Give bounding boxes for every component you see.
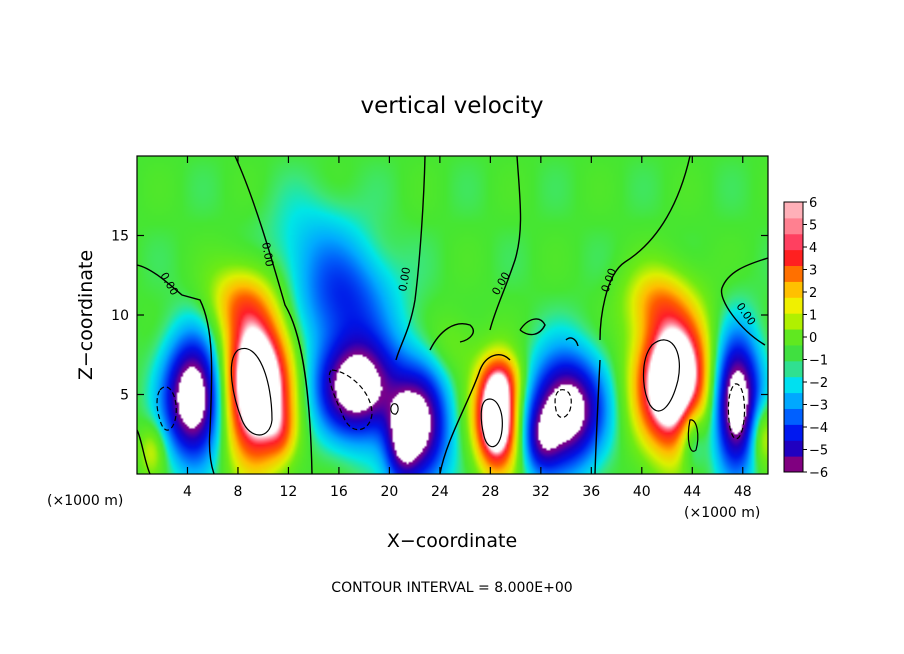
chart-title: vertical velocity (361, 93, 544, 119)
colorbar-label: −4 (809, 421, 828, 436)
x-tick-label: 32 (532, 484, 550, 500)
y-axis: 5 10 15 (111, 229, 768, 404)
colorbar-swatch (784, 329, 803, 346)
contour-labels: 0.00 0.00 0.00 0.00 0.00 0.00 (157, 241, 758, 328)
x-tick-label: 36 (582, 484, 600, 500)
contour-label: 0.00 (259, 241, 276, 267)
downdraft-contour (390, 403, 399, 415)
colorbar-label: 5 (809, 219, 817, 234)
updraft-contour (642, 339, 680, 412)
x-tick-label: 8 (233, 484, 242, 500)
colorbar-label: −3 (809, 399, 828, 414)
colorbar-swatch (784, 424, 803, 441)
zero-contour-line (720, 257, 768, 346)
downdraft-contour (156, 386, 177, 431)
x-axis: 4 8 12 16 20 24 28 32 36 40 44 48 (183, 156, 752, 500)
colorbar-swatch (784, 456, 803, 473)
x-axis-label: X−coordinate (387, 530, 517, 552)
colorbar-swatch (784, 408, 803, 425)
zero-contour-line (565, 337, 579, 347)
colorbar-swatch (784, 440, 803, 457)
zero-contour-line (439, 354, 511, 474)
colorbar-label: 3 (809, 264, 817, 279)
x-tick-label: 24 (431, 484, 449, 500)
colorbar-label: −2 (809, 376, 828, 391)
zero-contour-line (234, 156, 313, 474)
colorbar-label: −1 (809, 354, 828, 369)
x-tick-label: 40 (633, 484, 651, 500)
colorbar-swatch (784, 344, 803, 362)
zero-contour-line (137, 264, 215, 474)
colorbar-label: 6 (809, 196, 817, 211)
colorbar-label: 0 (809, 331, 817, 346)
contour-lines (137, 156, 768, 474)
colorbar-swatch (784, 313, 803, 330)
x-tick-label: 12 (280, 484, 298, 500)
zero-contour-line (137, 429, 151, 474)
y-tick-label: 15 (111, 229, 129, 245)
zero-contour-line (519, 318, 546, 336)
x-tick-label: 28 (481, 484, 499, 500)
colorbar: 6 5 4 3 2 1 0 −1 −2 −3 −4 −5 −6 (783, 196, 828, 481)
colorbar-label: −5 (809, 444, 828, 459)
contour-interval-note: CONTOUR INTERVAL = 8.000E+00 (331, 580, 572, 596)
colorbar-swatch (784, 360, 803, 378)
downdraft-contour (328, 369, 373, 431)
colorbar-swatch (784, 217, 803, 235)
x-tick-label: 44 (683, 484, 701, 500)
zero-contour-line (489, 156, 522, 331)
y-tick-label: 5 (120, 388, 129, 404)
zero-contour-line (429, 323, 474, 351)
downdraft-contour (554, 389, 572, 419)
colorbar-label: 2 (809, 286, 817, 301)
updraft-contour (480, 398, 503, 448)
zero-contour-line (594, 359, 601, 474)
colorbar-label: −6 (809, 466, 828, 481)
y-axis-label: Z−coordinate (75, 250, 97, 380)
y-tick-label: 10 (111, 308, 129, 324)
colorbar-swatch (784, 392, 803, 409)
updraft-contour (230, 347, 273, 436)
downdraft-contour (727, 383, 746, 440)
colorbar-swatch (784, 233, 803, 251)
colorbar-swatch (784, 249, 803, 267)
x-tick-label: 4 (183, 484, 192, 500)
colorbar-label: 1 (809, 309, 817, 324)
x-tick-label: 48 (734, 484, 752, 500)
colorbar-swatch (784, 376, 803, 394)
colorbar-swatch (784, 297, 803, 314)
x-tick-label: 20 (380, 484, 398, 500)
colorbar-swatch (784, 265, 803, 282)
x-unit-right: (×1000 m) (684, 505, 760, 521)
x-unit-left: (×1000 m) (47, 493, 123, 509)
x-tick-label: 16 (330, 484, 348, 500)
contour-label: 0.00 (396, 266, 413, 292)
zero-contour-line (599, 156, 691, 341)
colorbar-label: 4 (809, 241, 817, 256)
updraft-contour (687, 419, 699, 452)
colorbar-swatch (784, 281, 803, 298)
colorbar-swatch (784, 202, 803, 219)
zero-contour-line (395, 156, 426, 361)
